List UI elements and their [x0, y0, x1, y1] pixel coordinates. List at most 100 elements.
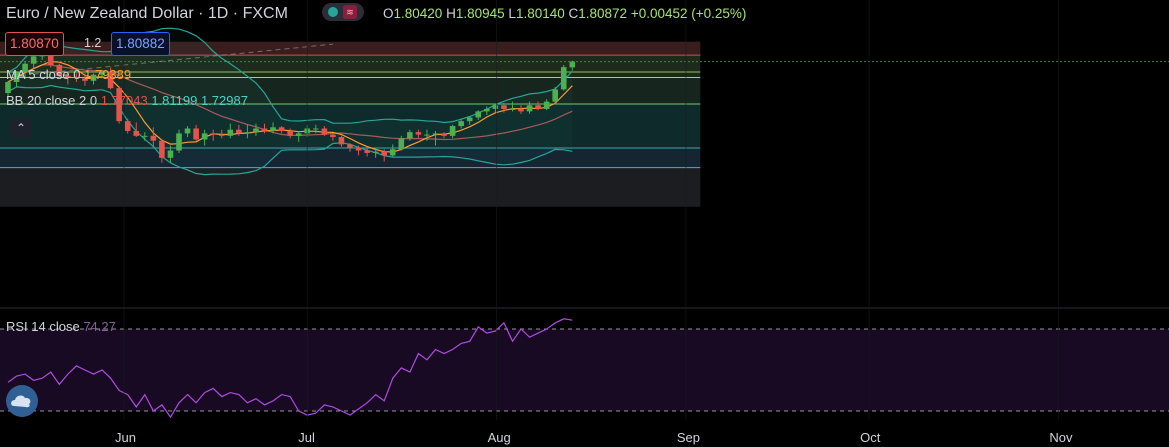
candle-body [295, 133, 302, 136]
chevron-up-icon: ⌃ [15, 121, 27, 135]
rsi-value: 74.27 [83, 319, 116, 334]
candle [82, 73, 88, 86]
candle-body [552, 89, 558, 102]
bb-lower-line [7, 84, 573, 176]
collapse-legend-button[interactable]: ⌃ [10, 118, 32, 138]
candle [364, 146, 370, 157]
candle-body [466, 117, 473, 122]
range-zone [0, 72, 701, 78]
candle-body [424, 134, 430, 136]
candle-body [338, 137, 345, 145]
candle-body [218, 134, 225, 136]
candle [432, 130, 439, 146]
candle-body [330, 134, 336, 138]
candle-body [492, 105, 499, 109]
buy-price-button[interactable]: 1.80882 [111, 32, 170, 56]
candle-body [13, 72, 20, 83]
candle [167, 145, 174, 163]
candle-body [364, 150, 370, 153]
candle-body [321, 128, 328, 135]
interval[interactable]: 1D [207, 5, 229, 22]
candle-body [372, 151, 379, 153]
low-value: 1.80140 [515, 6, 565, 21]
candle [287, 128, 293, 139]
month-label: Oct [860, 430, 881, 445]
data-delay-icon: ≋ [343, 5, 357, 19]
candle-body [236, 129, 242, 134]
candle [492, 104, 499, 113]
candle-body [484, 108, 490, 112]
bb-upper-value: 1.81199 [151, 93, 198, 108]
candle-body [569, 61, 576, 68]
high-value: 1.80945 [455, 6, 505, 21]
candle [526, 101, 533, 114]
candle-body [133, 130, 140, 136]
candle [338, 135, 345, 147]
candle-body [560, 67, 567, 90]
bb-lower-value: 1.72987 [200, 93, 248, 108]
separator: · [232, 5, 239, 22]
candle [73, 73, 80, 83]
open-value: 1.80420 [393, 6, 443, 21]
candle [475, 110, 482, 120]
candle [501, 102, 507, 113]
candle-body [543, 101, 550, 109]
candle-body [313, 128, 319, 130]
month-label: Aug [487, 430, 511, 445]
candle [278, 126, 285, 134]
candle [13, 71, 20, 87]
close-value: 1.80872 [578, 6, 628, 21]
candle [90, 73, 97, 85]
candle [270, 122, 276, 134]
symbol-name[interactable]: Euro / New Zealand Dollar [6, 5, 194, 22]
ma-legend[interactable]: MA 5 close 0 1.79389 [6, 67, 131, 82]
tradingview-logo[interactable] [6, 385, 38, 417]
bb-legend[interactable]: BB 20 close 2 0 1.77043 1.81199 1.72987 [6, 93, 248, 108]
candle [372, 148, 379, 158]
candle [193, 124, 199, 141]
candle [321, 126, 328, 136]
candle-body [381, 151, 387, 156]
rsi-legend[interactable]: RSI 14 close 74.27 [6, 319, 116, 334]
bb-basis-value: 1.77043 [100, 93, 148, 108]
candle [142, 132, 148, 141]
month-label: Jul [298, 430, 315, 445]
candle [176, 129, 182, 153]
candle-body [56, 64, 63, 76]
candle [543, 99, 550, 111]
candle-body [415, 132, 422, 135]
candle [201, 129, 208, 146]
candle [99, 69, 105, 79]
candle-body [167, 150, 174, 158]
candle [330, 133, 336, 141]
candle-body [509, 108, 516, 110]
market-open-icon [328, 7, 338, 17]
candle [295, 130, 302, 142]
candle-body [278, 127, 285, 131]
month-label: Nov [1049, 430, 1073, 445]
candle-body [99, 72, 105, 75]
bb-fill [8, 28, 573, 175]
ma-label: MA 5 close 0 [6, 67, 81, 82]
candle-body [389, 149, 396, 156]
candle [552, 86, 558, 105]
candle [509, 101, 516, 112]
candle [407, 129, 413, 141]
sell-price-button[interactable]: 1.80870 [5, 32, 64, 56]
candle [415, 129, 422, 139]
candle [244, 124, 251, 139]
cloud-icon [11, 395, 31, 408]
candle [218, 129, 225, 139]
separator: · [198, 5, 204, 22]
candle [5, 80, 11, 103]
candle [253, 123, 259, 136]
candle-body [441, 133, 447, 136]
market-status[interactable]: ≋ [322, 3, 364, 21]
candle [347, 143, 353, 152]
symbol-header[interactable]: Euro / New Zealand Dollar · 1D · FXCM [6, 5, 288, 23]
month-label: Jun [115, 430, 136, 445]
rsi-band [0, 329, 1169, 411]
ohlc-values: O1.80420 H1.80945 L1.80140 C1.80872 +0.0… [383, 6, 747, 21]
candle [227, 123, 234, 139]
